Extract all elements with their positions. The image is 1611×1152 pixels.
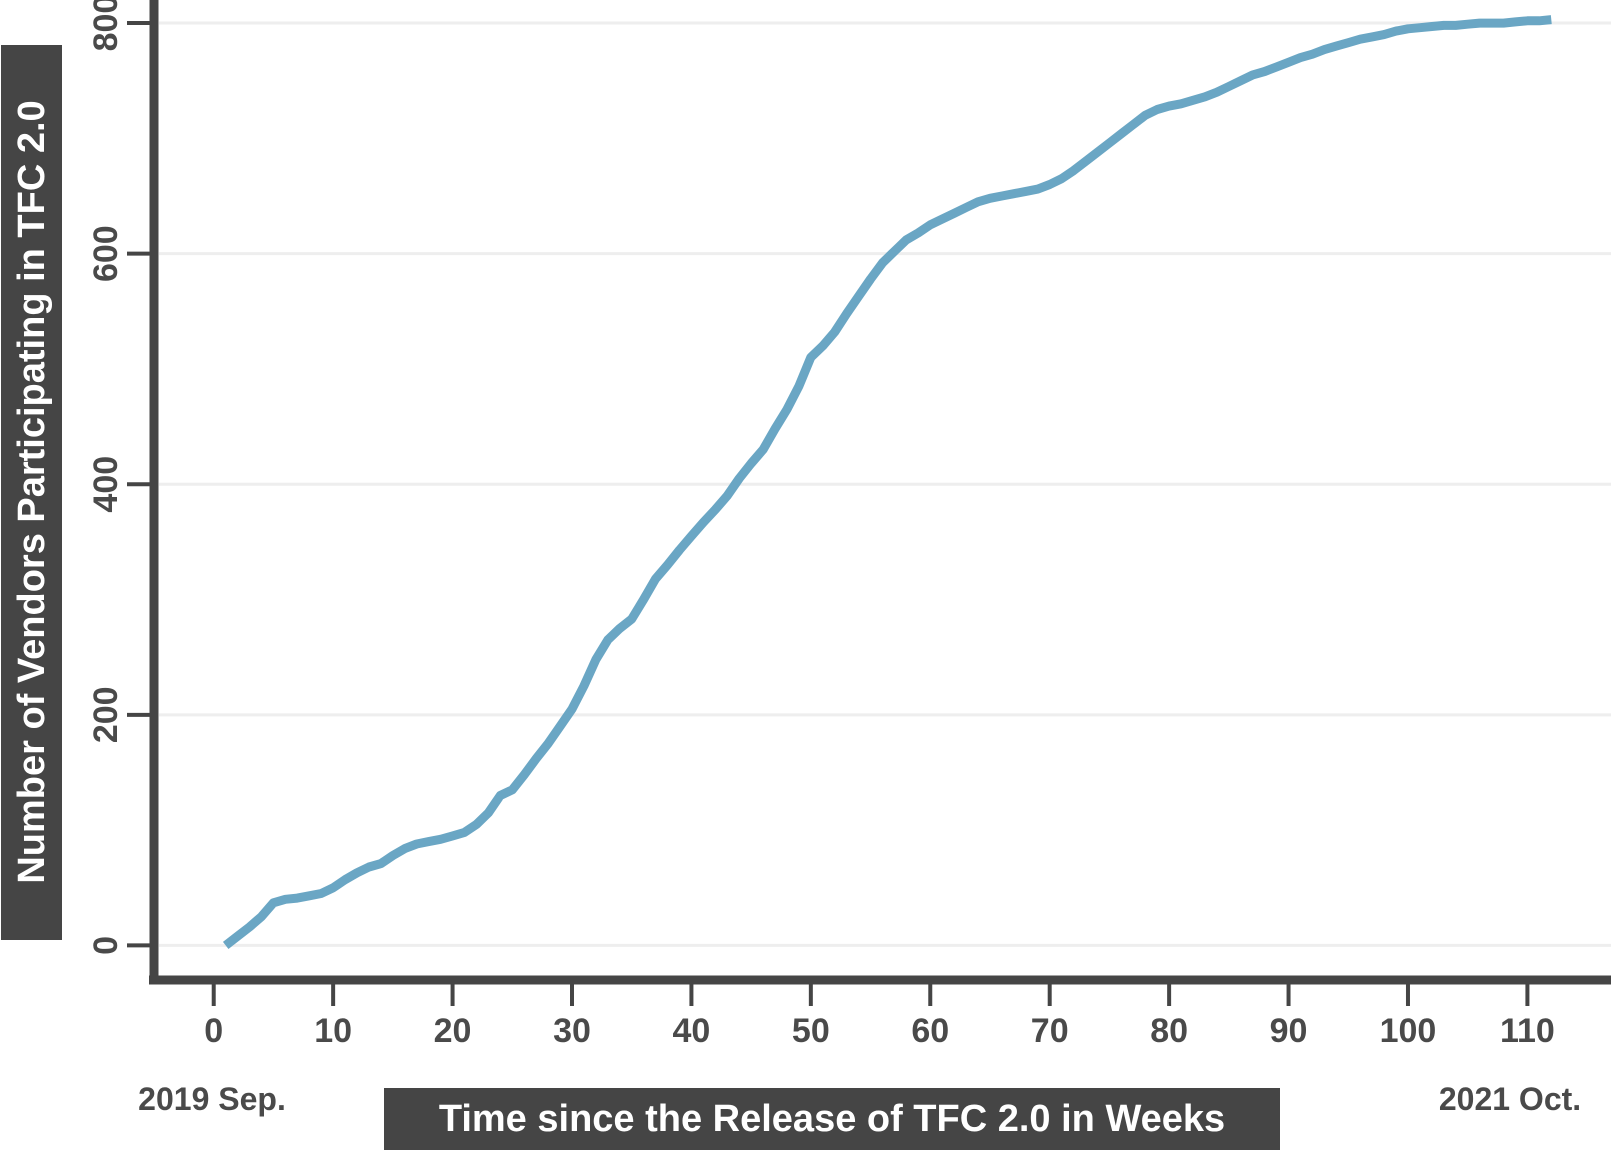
y-tick-label-600: 600	[87, 225, 125, 282]
y-tick-label-200: 200	[87, 686, 125, 743]
y-tick-label-400: 400	[87, 456, 125, 513]
x-tick-label-110: 110	[1500, 1012, 1555, 1050]
x-tick-label-40: 40	[673, 1012, 711, 1050]
x-tick-label-70: 70	[1031, 1012, 1069, 1050]
x-ticks: 0 10 20 30 40 50 60 70 80 90 100 110	[204, 984, 1555, 1050]
x-tick-label-20: 20	[434, 1012, 472, 1050]
x-axis-title-box: Time since the Release of TFC 2.0 in Wee…	[384, 1088, 1280, 1150]
x-tick-label-50: 50	[792, 1012, 830, 1050]
x-tick-label-10: 10	[314, 1012, 352, 1050]
x-axis-title-background	[384, 1088, 1280, 1150]
y-axis-title-box: Number of Vendors Participating in TFC 2…	[1, 45, 62, 940]
grid-lines	[159, 21, 1611, 947]
x-axis-title: Time since the Release of TFC 2.0 in Wee…	[439, 1098, 1225, 1140]
y-axis-title: Number of Vendors Participating in TFC 2…	[11, 100, 53, 883]
y-ticks: 0 200 400 600 800	[87, 0, 150, 955]
end-date-label: 2021 Oct.	[1439, 1081, 1581, 1117]
y-tick-label-0: 0	[87, 936, 125, 955]
x-tick-label-80: 80	[1150, 1012, 1188, 1050]
x-tick-label-90: 90	[1270, 1012, 1308, 1050]
x-tick-label-0: 0	[204, 1012, 223, 1050]
x-tick-label-60: 60	[911, 1012, 949, 1050]
x-tick-label-100: 100	[1380, 1012, 1437, 1050]
y-axis-title-background	[1, 45, 62, 940]
vendors-series-line	[222, 15, 1552, 949]
start-date-label: 2019 Sep.	[138, 1081, 286, 1117]
axes	[149, 0, 1611, 985]
y-tick-label-800: 800	[87, 0, 125, 51]
x-tick-label-30: 30	[553, 1012, 591, 1050]
